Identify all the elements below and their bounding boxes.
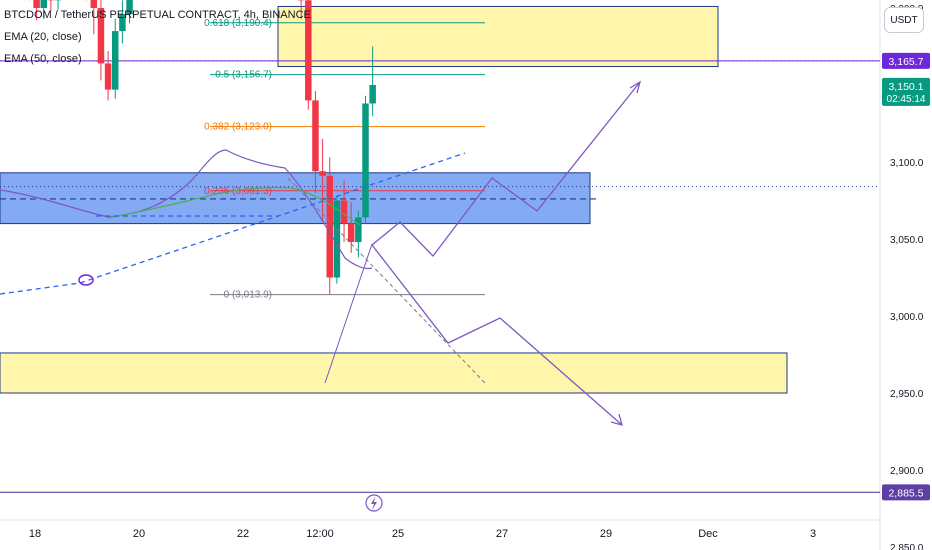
price-badge (882, 52, 930, 69)
price-badge (882, 484, 930, 501)
fib-label: 0.618 (3,190.4) (204, 18, 272, 29)
symbol-title[interactable]: BTCDOM / TetherUS PERPETUAL CONTRACT, 4h… (4, 9, 311, 21)
candle-body (326, 175, 333, 278)
time-tick: 18 (29, 528, 41, 540)
price-tick: 2,900.0 (890, 466, 924, 477)
time-tick: Dec (698, 528, 718, 540)
lightning-icon-glyph (371, 497, 377, 510)
candle-body (369, 85, 376, 104)
candle-body (333, 200, 341, 278)
price-badge-label: 3,165.7 (888, 56, 923, 68)
fib-label: 0.236 (3,081.3) (204, 186, 272, 197)
candle-body (119, 14, 126, 32)
candle-body (312, 100, 319, 172)
zone-yellow-4 (0, 352, 788, 394)
fib-trend-line (324, 243, 373, 384)
countdown-label: 02:45:14 (887, 94, 926, 105)
fib-label: 0.5 (3,156.7) (215, 70, 272, 81)
candle-body (126, 0, 133, 15)
price-tick: 3,000.0 (890, 312, 924, 323)
candle-body (112, 31, 119, 90)
low-marker (78, 274, 94, 286)
currency-unit-button[interactable]: USDT (884, 7, 924, 33)
trendline-dashed (79, 152, 466, 284)
projection-up (371, 81, 641, 257)
arrowhead (629, 80, 642, 94)
ema20-line (0, 149, 373, 270)
fib-label: 0.382 (3,123.0) (204, 122, 272, 133)
time-tick: 3 (810, 528, 816, 540)
candle-body (319, 171, 326, 176)
trendline-dashed (0, 282, 81, 295)
candle-body (355, 217, 362, 243)
candle-body (340, 200, 348, 224)
candle-body (97, 8, 105, 64)
fib-label: 0 (3,013.9) (224, 290, 272, 301)
candle-body (347, 223, 355, 243)
price-badge-label: 2,885.5 (888, 487, 923, 499)
price-tick: 2,950.0 (890, 389, 924, 400)
candle-body (90, 0, 98, 8)
ema50-line (107, 186, 361, 226)
price-tick: 3,100.0 (890, 158, 924, 169)
time-tick: 12:00 (306, 528, 334, 540)
candle-body (104, 63, 112, 90)
candle-body (305, 0, 312, 101)
indicator-ema20[interactable]: EMA (20, close) (4, 31, 82, 43)
zone-blue-3 (0, 172, 591, 225)
time-tick: 29 (600, 528, 612, 540)
zone-yellow-2 (277, 5, 719, 68)
candle-body (40, 0, 47, 9)
candle-body (362, 103, 369, 218)
projection-down (371, 244, 623, 426)
indicator-ema50[interactable]: EMA (50, close) (4, 53, 82, 65)
time-tick: 25 (392, 528, 404, 540)
arrowhead (610, 413, 623, 426)
time-tick: 22 (237, 528, 249, 540)
fib-trend-dashed (287, 177, 486, 384)
time-tick: 20 (133, 528, 145, 540)
candle-body (33, 0, 40, 8)
price-tick: 3,050.0 (890, 235, 924, 246)
price-badge-label: 3,150.1 (888, 81, 923, 93)
price-tick: 2,850.0 (890, 543, 924, 550)
price-badge (882, 77, 930, 106)
time-tick: 27 (496, 528, 508, 540)
